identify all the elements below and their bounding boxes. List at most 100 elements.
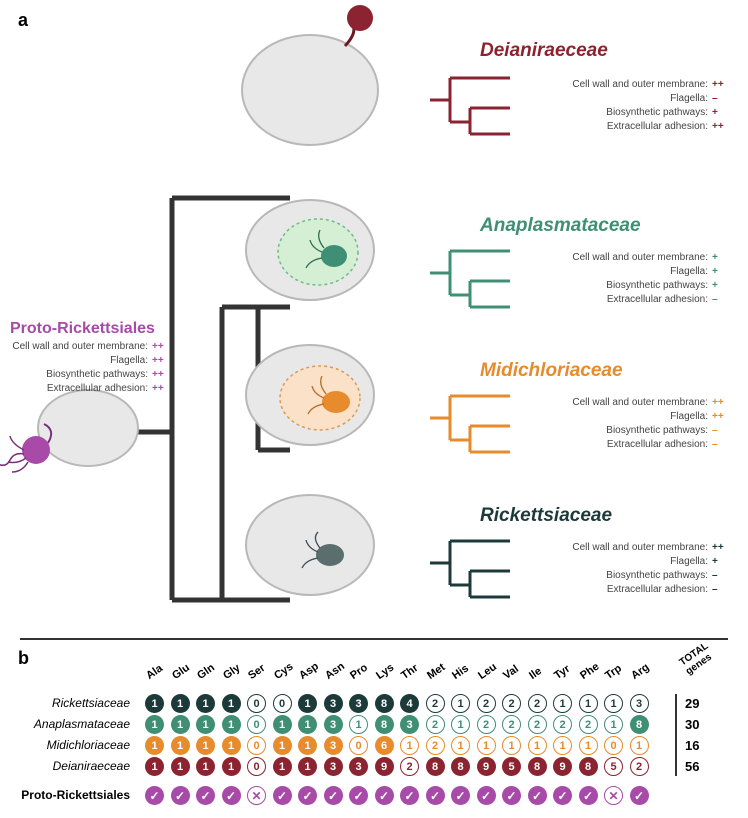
gene-count-circle: 1: [298, 757, 317, 776]
ricke-title: Rickettsiaceae: [480, 505, 612, 527]
gene-count-circle: 8: [426, 757, 445, 776]
gene-count-circle: 1: [298, 694, 317, 713]
gene-count-circle: 2: [426, 736, 445, 755]
proto-mark-circle: ✓: [273, 786, 292, 805]
gene-count-circle: 1: [451, 736, 470, 755]
gene-count-circle: 3: [400, 715, 419, 734]
proto-row-label: Proto-Rickettsiales: [0, 788, 130, 802]
gene-count-circle: 1: [196, 715, 215, 734]
proto-traits: Cell wall and outer membrane:++Flagella:…: [0, 340, 170, 396]
gene-count-circle: 0: [247, 736, 266, 755]
gene-count-circle: 1: [273, 757, 292, 776]
gene-count-circle: 1: [451, 694, 470, 713]
total-header: TOTAL genes: [678, 641, 717, 678]
panel-divider: [20, 638, 728, 640]
ricke-cell: [246, 495, 374, 595]
aa-header: Ala: [144, 662, 165, 682]
gene-count-circle: 6: [375, 736, 394, 755]
gene-count-circle: 1: [579, 694, 598, 713]
proto-mark-circle: ✓: [196, 786, 215, 805]
gene-count-circle: 1: [502, 736, 521, 755]
gene-count-circle: 1: [196, 694, 215, 713]
b-row-label: Anaplasmataceae: [0, 717, 130, 731]
gene-count-circle: 1: [145, 715, 164, 734]
aa-header: Pro: [348, 662, 370, 682]
anapl-cell: [246, 200, 374, 300]
gene-count-circle: 3: [324, 757, 343, 776]
proto-mark-circle: ✓: [502, 786, 521, 805]
anapl-subtree: [430, 243, 520, 313]
aa-header: Ile: [527, 665, 544, 682]
gene-count-circle: 1: [273, 715, 292, 734]
proto-mark-circle: ✓: [451, 786, 470, 805]
proto-mark-circle: ✓: [222, 786, 241, 805]
aa-header: Val: [501, 663, 521, 682]
gene-count-circle: 1: [298, 715, 317, 734]
gene-count-circle: 1: [528, 736, 547, 755]
gene-count-circle: 8: [451, 757, 470, 776]
gene-count-circle: 1: [579, 736, 598, 755]
aa-header: Glu: [170, 662, 192, 682]
aa-header: Met: [425, 661, 447, 682]
gene-count-circle: 8: [375, 715, 394, 734]
gene-count-circle: 2: [528, 715, 547, 734]
row-total: 16: [685, 738, 699, 753]
gene-count-circle: 1: [553, 736, 572, 755]
aa-header: Gln: [195, 662, 217, 682]
gene-count-circle: 0: [604, 736, 623, 755]
proto-mark-circle: ✓: [145, 786, 164, 805]
midic-subtree: [430, 388, 520, 458]
anapl-title: Anaplasmataceae: [480, 215, 641, 237]
proto-mark-circle: ✓: [375, 786, 394, 805]
aa-header: Cys: [272, 661, 295, 682]
ricke-traits: Cell wall and outer membrane:++Flagella:…: [510, 541, 730, 597]
gene-count-circle: 1: [298, 736, 317, 755]
gene-count-circle: 8: [528, 757, 547, 776]
gene-count-circle: 2: [528, 694, 547, 713]
proto-mark-circle: ✓: [324, 786, 343, 805]
gene-count-circle: 0: [273, 694, 292, 713]
gene-count-circle: 1: [171, 736, 190, 755]
gene-count-circle: 1: [145, 736, 164, 755]
proto-mark-circle: ✓: [349, 786, 368, 805]
aa-header: Asp: [297, 660, 321, 682]
gene-count-circle: 2: [477, 694, 496, 713]
aa-header: Arg: [629, 661, 651, 682]
gene-count-circle: 8: [630, 715, 649, 734]
b-row-label: Deianiraeceae: [0, 759, 130, 773]
proto-cell: [0, 390, 138, 472]
aa-header: Gly: [221, 662, 242, 682]
gene-count-circle: 2: [630, 757, 649, 776]
gene-count-circle: 1: [222, 757, 241, 776]
aa-header: Thr: [399, 662, 420, 682]
gene-count-circle: 1: [171, 694, 190, 713]
aa-header: Lys: [374, 662, 396, 682]
deian-subtree: [430, 70, 520, 140]
gene-count-circle: 3: [630, 694, 649, 713]
gene-count-circle: 9: [477, 757, 496, 776]
aa-header: Ser: [246, 662, 267, 682]
b-row-label: Rickettsiaceae: [0, 696, 130, 710]
gene-count-circle: 1: [553, 694, 572, 713]
gene-count-circle: 8: [579, 757, 598, 776]
deian-title: Deianiraeceae: [480, 40, 608, 62]
aa-header: Tyr: [552, 663, 572, 682]
ricke-subtree: [430, 533, 520, 603]
anapl-traits: Cell wall and outer membrane:+Flagella:+…: [510, 251, 730, 307]
aa-header: Trp: [603, 662, 624, 682]
gene-count-circle: 1: [630, 736, 649, 755]
gene-count-circle: 3: [324, 715, 343, 734]
gene-count-circle: 2: [553, 715, 572, 734]
gene-count-circle: 3: [349, 694, 368, 713]
proto-mark-circle: ✓: [553, 786, 572, 805]
gene-count-circle: 2: [426, 694, 445, 713]
midic-title: Midichloriaceae: [480, 360, 623, 382]
gene-count-circle: 1: [349, 715, 368, 734]
gene-count-circle: 5: [604, 757, 623, 776]
total-separator: [675, 694, 677, 776]
gene-count-circle: 9: [375, 757, 394, 776]
gene-count-circle: 1: [222, 694, 241, 713]
gene-count-circle: 1: [171, 715, 190, 734]
row-total: 29: [685, 696, 699, 711]
gene-count-circle: 8: [375, 694, 394, 713]
